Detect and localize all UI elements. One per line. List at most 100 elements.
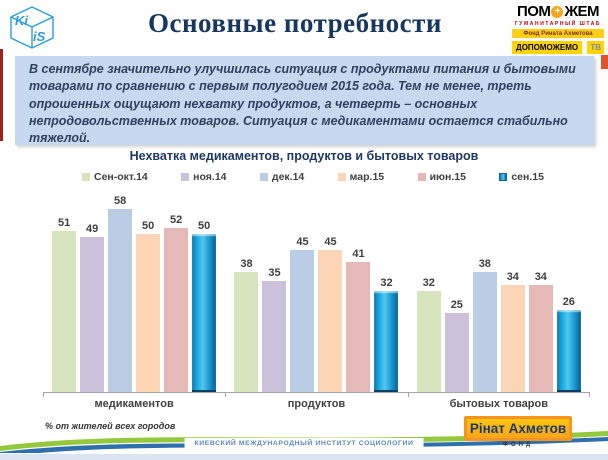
- pomozhem-wordmark: ПОМ + ЖЕМ: [512, 3, 604, 20]
- axis-tick: [43, 392, 44, 397]
- bar-value-label: 45: [324, 235, 337, 248]
- bar: [290, 249, 315, 392]
- legend-marker: [337, 173, 346, 181]
- category-label: продуктов: [287, 398, 346, 410]
- legend-marker: [259, 173, 268, 181]
- legend-item: сен.15: [499, 171, 544, 183]
- legend-label: дек.14: [271, 171, 305, 183]
- right-accent-notch: [601, 55, 608, 69]
- wordmark-right: ЖЕМ: [564, 3, 599, 20]
- bar-group: 38 35 45 45 41 32: [225, 190, 407, 392]
- bar-value-label: 50: [198, 220, 211, 232]
- bar-value-label: 25: [450, 299, 463, 311]
- legend-item: Сен-окт.14: [82, 171, 148, 183]
- bar-wrap: 50: [136, 220, 161, 392]
- bar: [52, 230, 77, 392]
- kiis-logo: Ki iS: [7, 5, 57, 51]
- bar-chart-plot: 51 49 58 50 52 50 38 35 45 45 41 32 32 25 38 34 34 26: [43, 190, 590, 392]
- legend-item: мар.15: [337, 171, 385, 183]
- bar-wrap: 45: [290, 235, 315, 392]
- bar: [136, 234, 161, 392]
- bar-wrap: 38: [472, 257, 497, 392]
- institute-name: КИЕВСКИЙ МЕЖДУНАРОДНЫЙ ИНСТИТУТ СОЦИОЛОГ…: [184, 438, 424, 449]
- pomozhem-badges: ДОПОМОЖЕМО ТВ: [512, 41, 604, 54]
- bar-wrap: 45: [318, 235, 343, 392]
- axis-tick: [589, 392, 590, 397]
- bar-value-label: 41: [352, 248, 365, 261]
- bar: [318, 249, 343, 392]
- bar-value-label: 45: [296, 235, 309, 248]
- bottom-strip: [0, 453, 608, 460]
- wordmark-left: ПОМ: [516, 3, 551, 20]
- bar-value-label: 32: [422, 276, 435, 289]
- bar-wrap: 50: [192, 220, 217, 392]
- bar: [556, 309, 581, 392]
- x-axis-labels: медикаментов продуктов бытовых товаров: [43, 398, 590, 410]
- bar: [262, 281, 287, 392]
- legend-marker: [82, 173, 90, 181]
- bar-value-label: 35: [268, 267, 281, 280]
- chart-footnote: % от жителей всех городов: [45, 421, 176, 431]
- legend-item: июн.15: [417, 171, 466, 183]
- legend-item: дек.14: [259, 171, 305, 183]
- chart-title: Нехватка медикаментов, продуктов и бытов…: [129, 149, 479, 163]
- akhmetov-fond-label: ФОНД: [502, 442, 534, 448]
- legend-label: мар.15: [349, 171, 385, 183]
- pomozhem-subtitle: ГУМАНИТАРНЫЙ ШТАБ: [514, 21, 602, 27]
- bar: [416, 290, 441, 392]
- svg-text:iS: iS: [33, 29, 46, 44]
- bar: [444, 313, 469, 392]
- svg-text:Ki: Ki: [15, 13, 28, 28]
- bar: [528, 284, 553, 392]
- chart-legend: Сен-окт.14 ноя.14 дек.14 мар.15 июн.15 сен.15: [82, 171, 544, 183]
- tv-badge: ТВ: [587, 41, 604, 54]
- bar: [346, 262, 371, 392]
- sun-cross-icon: +: [551, 5, 564, 18]
- bar: [234, 271, 259, 392]
- bar-value-label: 50: [142, 220, 155, 232]
- summary-text-box: В сентябре значительно улучшилась ситуац…: [15, 56, 594, 145]
- dopomozhemo-badge: ДОПОМОЖЕМО: [512, 41, 583, 54]
- bar-value-label: 32: [380, 276, 393, 289]
- bar-group: 51 49 58 50 52 50: [43, 190, 225, 392]
- akhmetov-fund-logo: Рінат Ахметов ФОНД: [464, 416, 572, 448]
- legend-marker: [417, 173, 426, 181]
- bar: [472, 271, 497, 392]
- bar-wrap: 52: [164, 213, 189, 392]
- bar-wrap: 51: [52, 216, 77, 392]
- bar: [108, 208, 133, 392]
- bar-wrap: 32: [416, 276, 441, 392]
- bar-value-label: 49: [86, 223, 99, 236]
- legend-marker: [499, 173, 508, 181]
- bar-value-label: 52: [170, 213, 183, 226]
- bar: [164, 227, 189, 392]
- pomozhem-logo: ПОМ + ЖЕМ ГУМАНИТАРНЫЙ ШТАБ Фонд Рината …: [512, 3, 604, 54]
- fund-strip: Фонд Рината Ахметова: [512, 29, 604, 38]
- bar-wrap: 49: [80, 223, 105, 392]
- bar-wrap: 34: [528, 271, 553, 392]
- bar-value-label: 26: [562, 295, 575, 308]
- category-label: медикаментов: [94, 398, 174, 410]
- category-label: бытовых товаров: [449, 398, 549, 410]
- page-title: Основные потребности: [148, 8, 442, 38]
- legend-marker: [181, 173, 190, 181]
- bar-wrap: 58: [108, 195, 133, 392]
- bar-wrap: 26: [556, 295, 581, 392]
- left-accent-stripe: [0, 49, 3, 141]
- bar-value-label: 51: [58, 216, 71, 229]
- bar-wrap: 25: [444, 299, 469, 392]
- axis-tick: [225, 392, 227, 397]
- bar-wrap: 34: [500, 270, 525, 392]
- bar-wrap: 41: [346, 248, 371, 392]
- akhmetov-name: Рінат Ахметов: [464, 416, 572, 441]
- bar: [192, 234, 217, 392]
- bar-value-label: 38: [478, 257, 491, 270]
- bar: [80, 237, 105, 392]
- bar: [500, 284, 525, 392]
- bar-value-label: 38: [240, 257, 253, 270]
- x-axis: [43, 392, 590, 397]
- legend-label: июн.15: [429, 171, 466, 183]
- legend-label: ноя.14: [193, 171, 227, 183]
- bar-value-label: 34: [506, 270, 519, 283]
- legend-item: ноя.14: [181, 171, 227, 183]
